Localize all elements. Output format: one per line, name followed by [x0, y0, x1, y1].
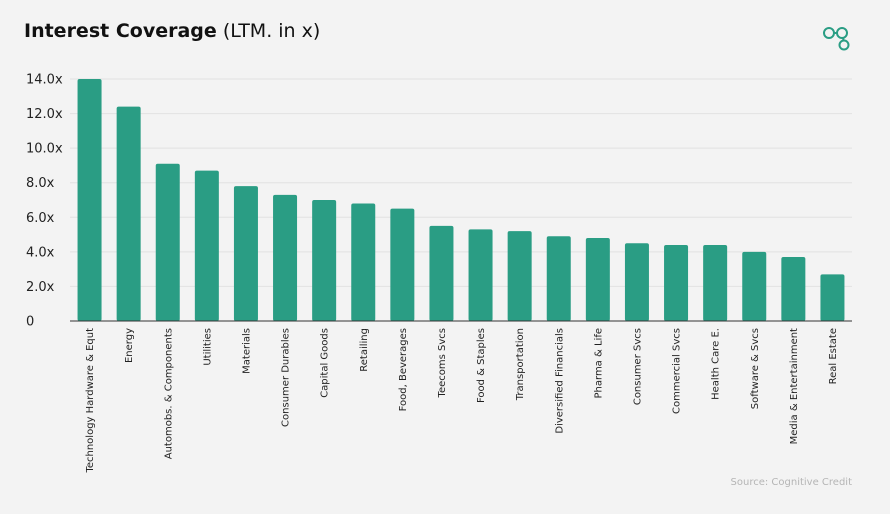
x-tick-label: Food, Beverages: [398, 328, 409, 411]
x-tick-label: Utilities: [202, 328, 213, 366]
chart-title: Interest Coverage (LTM. in x): [24, 20, 320, 42]
bar: [546, 236, 571, 321]
x-tick-label: Energy: [124, 328, 135, 363]
bar: [312, 200, 337, 321]
x-tick-label: Capital Goods: [320, 328, 331, 398]
bar: [194, 170, 219, 321]
x-tick-label: Food & Staples: [476, 328, 487, 403]
x-tick-label: Pharma & Life: [593, 328, 604, 398]
x-tick-label: Automobs. & Components: [163, 328, 174, 459]
bar: [233, 186, 258, 321]
x-tick-label: Consumer Svcs: [632, 328, 643, 405]
linked-circles-icon: [822, 24, 852, 56]
bar: [703, 244, 728, 321]
chart-title-suffix: (LTM. in x): [216, 20, 321, 42]
chart-title-main: Interest Coverage: [24, 20, 217, 42]
bar: [585, 238, 610, 321]
bar: [507, 231, 532, 321]
x-tick-label: Teecoms Svcs: [437, 328, 448, 398]
x-tick-label: Technology Hardware & Equt: [85, 328, 96, 474]
bar: [116, 106, 141, 322]
bar: [351, 203, 376, 321]
bar: [273, 194, 298, 321]
source-note: Source: Cognitive Credit: [730, 477, 852, 488]
bar: [77, 79, 102, 321]
y-tick-label: 14.0x: [26, 73, 63, 88]
bar: [781, 257, 806, 321]
y-tick-label: 0: [26, 315, 34, 330]
y-tick-label: 12.0x: [26, 107, 63, 122]
bar: [664, 244, 689, 321]
y-tick-label: 6.0x: [26, 211, 55, 226]
x-tick-label: Retailing: [359, 328, 370, 372]
y-tick-label: 4.0x: [26, 245, 55, 260]
x-tick-label: Materials: [241, 328, 252, 374]
x-tick-label: Software & Svcs: [750, 328, 761, 409]
bar: [624, 243, 649, 321]
x-tick-label: Diversified Financials: [554, 328, 565, 434]
bar: [155, 163, 180, 321]
bar: [468, 229, 493, 321]
y-tick-label: 2.0x: [26, 280, 55, 295]
x-tick-label: Real Estate: [828, 328, 839, 384]
x-tick-label: Transportation: [515, 328, 526, 401]
bar: [390, 208, 415, 321]
y-tick-label: 8.0x: [26, 176, 55, 191]
x-tick-label: Consumer Durables: [281, 328, 292, 427]
bar: [820, 274, 845, 321]
bar: [742, 251, 767, 321]
x-tick-label: Health Care E.: [711, 328, 722, 400]
x-tick-label: Media & Entertainment: [789, 328, 800, 444]
x-tick-label: Commercial Svcs: [672, 328, 683, 414]
y-tick-label: 10.0x: [26, 142, 63, 157]
bar: [429, 225, 454, 321]
